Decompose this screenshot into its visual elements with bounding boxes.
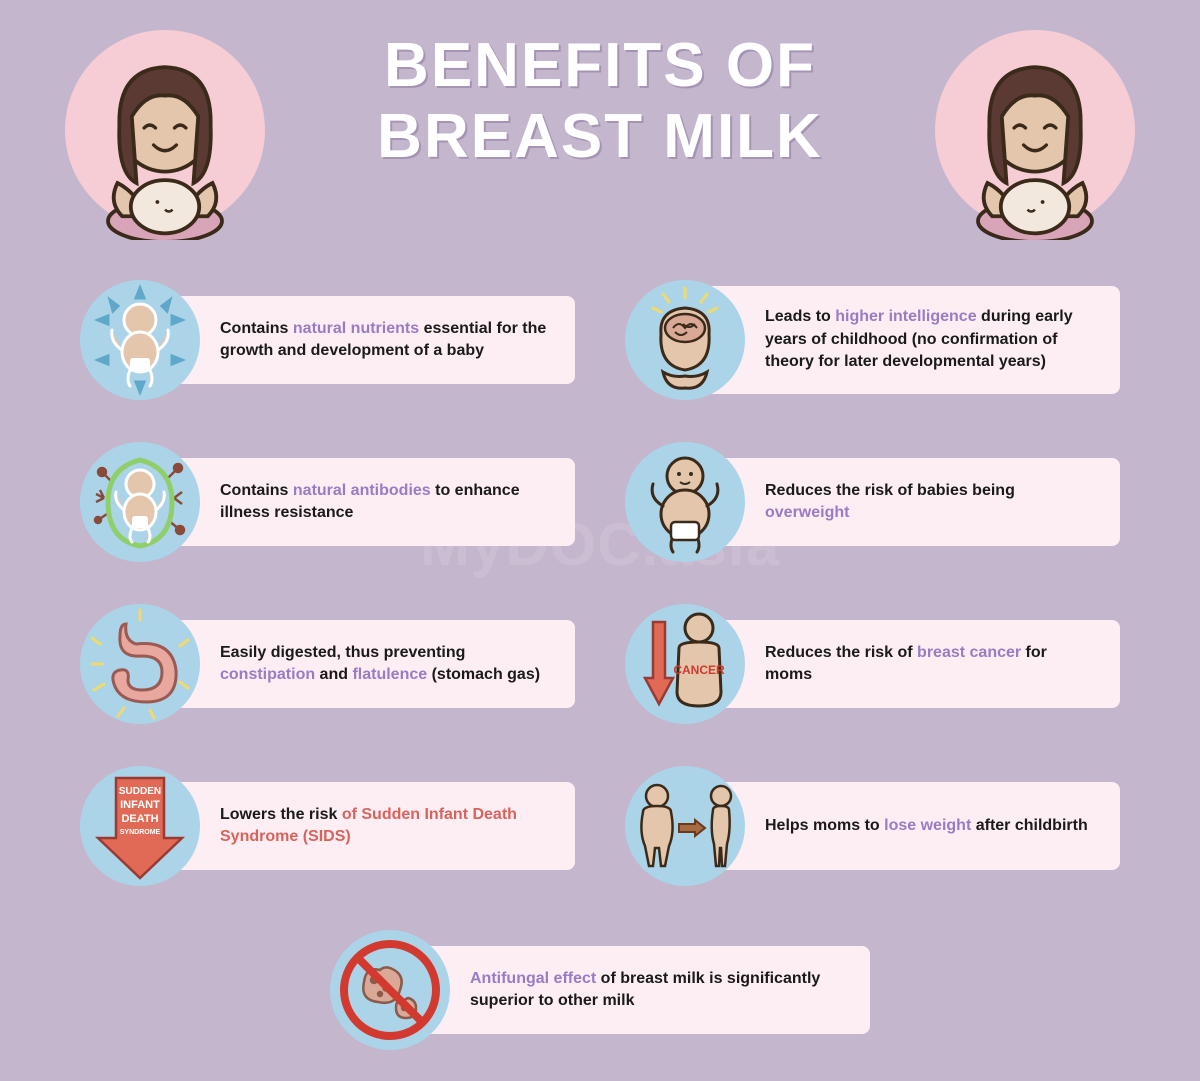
text-segment: (stomach gas) (427, 666, 540, 683)
benefit-card: Reduces the risk of breast cancer for mo… (705, 620, 1120, 708)
highlight-purple: constipation (220, 666, 315, 683)
highlight-purple: higher intelligence (835, 308, 976, 325)
icon-circle (80, 442, 200, 562)
highlight-purple: overweight (765, 504, 849, 521)
benefit-item: Leads to higher intelligence during earl… (625, 280, 1120, 400)
title-line-1: BENEFITS OF (384, 31, 816, 100)
text-segment: Helps moms to (765, 817, 884, 834)
benefit-card: Helps moms to lose weight after childbir… (705, 782, 1120, 870)
cancer-torso-icon: CANCER (625, 604, 745, 724)
header: BENEFITS OF BREAST MILK (0, 0, 1200, 173)
benefit-item: CANCER Reduces the risk of breast cancer… (625, 604, 1120, 724)
benefit-card: Leads to higher intelligence during earl… (705, 286, 1120, 393)
text-segment: Reduces the risk of babies being (765, 482, 1015, 499)
benefit-item: Reduces the risk of babies being overwei… (625, 442, 1120, 562)
benefit-item: Contains natural antibodies to enhance i… (80, 442, 575, 562)
svg-text:INFANT: INFANT (120, 799, 160, 811)
benefit-text: Easily digested, thus preventing constip… (220, 642, 553, 687)
icon-circle (80, 604, 200, 724)
benefit-item: Easily digested, thus preventing constip… (80, 604, 575, 724)
highlight-purple: flatulence (352, 666, 427, 683)
benefit-text: Helps moms to lose weight after childbir… (765, 815, 1088, 837)
cancer-label: CANCER (673, 663, 725, 677)
benefit-card: Lowers the risk of Sudden Infant Death S… (160, 782, 575, 870)
text-segment: after childbirth (971, 817, 1087, 834)
text-segment: Leads to (765, 308, 835, 325)
nutrients-baby-icon (80, 280, 200, 400)
text-segment: Contains (220, 320, 293, 337)
icon-circle (625, 280, 745, 400)
icon-circle: CANCER (625, 604, 745, 724)
highlight-purple: lose weight (884, 817, 971, 834)
text-segment: Contains (220, 482, 293, 499)
icon-circle (330, 930, 450, 1050)
benefit-card: Easily digested, thus preventing constip… (160, 620, 575, 708)
benefit-text: Leads to higher intelligence during earl… (765, 306, 1098, 373)
svg-text:SYNDROME: SYNDROME (120, 829, 161, 836)
benefit-item: Contains natural nutrients essential for… (80, 280, 575, 400)
icon-circle (625, 766, 745, 886)
antifungal-icon (330, 930, 450, 1050)
highlight-purple: Antifungal effect (470, 970, 596, 987)
text-segment: Reduces the risk of (765, 644, 917, 661)
page-title: BENEFITS OF BREAST MILK (0, 30, 1200, 173)
benefit-text: Antifungal effect of breast milk is sign… (470, 968, 848, 1013)
benefit-text: Reduces the risk of breast cancer for mo… (765, 642, 1098, 687)
benefit-text: Contains natural antibodies to enhance i… (220, 480, 553, 525)
title-line-2: BREAST MILK (377, 102, 823, 171)
benefit-card: Antifungal effect of breast milk is sign… (410, 946, 870, 1034)
overweight-baby-icon (625, 442, 745, 562)
svg-text:DEATH: DEATH (121, 813, 158, 825)
text-segment: Easily digested, thus preventing (220, 644, 465, 661)
bottom-row: Antifungal effect of breast milk is sign… (0, 930, 1200, 1050)
antibodies-baby-icon (80, 442, 200, 562)
text-segment: and (315, 666, 352, 683)
benefit-item: Helps moms to lose weight after childbir… (625, 766, 1120, 886)
benefit-card: Reduces the risk of babies being overwei… (705, 458, 1120, 546)
highlight-purple: breast cancer (917, 644, 1021, 661)
benefit-card: Contains natural antibodies to enhance i… (160, 458, 575, 546)
benefit-text: Contains natural nutrients essential for… (220, 318, 553, 363)
benefits-grid: Contains natural nutrients essential for… (80, 280, 1120, 886)
highlight-purple: natural nutrients (293, 320, 419, 337)
svg-text:SUDDEN: SUDDEN (119, 786, 161, 797)
benefit-card: Contains natural nutrients essential for… (160, 296, 575, 384)
icon-circle (80, 280, 200, 400)
icon-circle (625, 442, 745, 562)
benefit-item: Antifungal effect of breast milk is sign… (330, 930, 870, 1050)
benefit-item: SUDDEN INFANT DEATH SYNDROME Lowers the … (80, 766, 575, 886)
brain-baby-icon (625, 280, 745, 400)
icon-circle: SUDDEN INFANT DEATH SYNDROME (80, 766, 200, 886)
lose-weight-icon (625, 766, 745, 886)
benefit-text: Reduces the risk of babies being overwei… (765, 480, 1098, 525)
stomach-icon (80, 604, 200, 724)
sids-arrow-icon: SUDDEN INFANT DEATH SYNDROME (80, 766, 200, 886)
benefit-text: Lowers the risk of Sudden Infant Death S… (220, 804, 553, 849)
text-segment: Lowers the risk (220, 806, 342, 823)
highlight-purple: natural antibodies (293, 482, 431, 499)
